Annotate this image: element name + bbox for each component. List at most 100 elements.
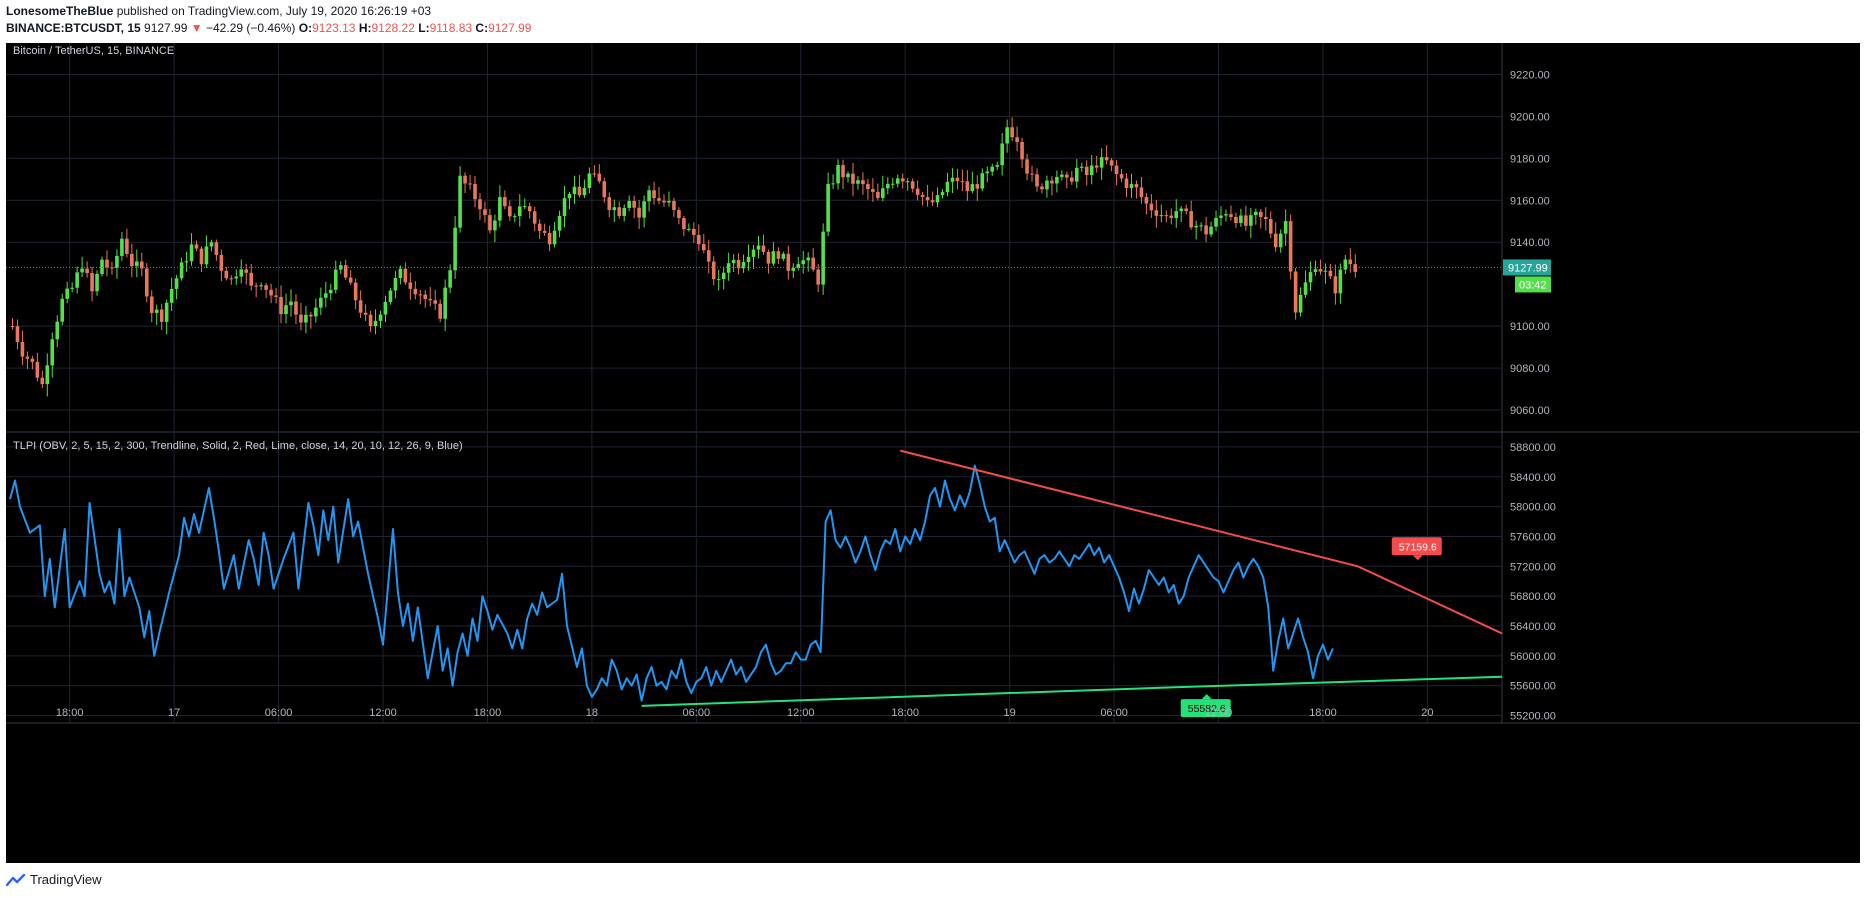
candle-body bbox=[577, 186, 582, 196]
support-trendline bbox=[641, 675, 1503, 707]
candle-body bbox=[1338, 269, 1343, 294]
candle-body bbox=[135, 261, 139, 267]
candle-body bbox=[189, 244, 194, 262]
candle-body bbox=[1045, 180, 1049, 190]
candle-body bbox=[1328, 270, 1333, 277]
candle-body bbox=[771, 251, 776, 264]
candle-body bbox=[567, 193, 572, 199]
chart-container[interactable]: 57159.6 55582.6 18:00 17 06:00 12:00 18:00 18 0… bbox=[6, 43, 1860, 863]
candle-body bbox=[1149, 203, 1154, 211]
candle-body bbox=[423, 294, 428, 299]
candle-body bbox=[1229, 214, 1233, 217]
price-tick-label: 9220.00 bbox=[1510, 69, 1550, 81]
candle-body bbox=[572, 186, 577, 194]
candle-body bbox=[890, 183, 895, 185]
open-label: O: bbox=[298, 21, 313, 35]
candle-body bbox=[428, 298, 433, 301]
candle-body bbox=[403, 268, 408, 283]
candle-body bbox=[493, 220, 497, 231]
candle-body bbox=[269, 289, 273, 296]
candle-body bbox=[234, 276, 239, 279]
footer-brand[interactable]: TradingView bbox=[6, 872, 102, 887]
candle-body bbox=[1089, 165, 1094, 176]
candle-body bbox=[766, 251, 771, 264]
candle-body bbox=[597, 173, 602, 182]
candle-body bbox=[314, 307, 318, 317]
time-tick-label: 17 bbox=[168, 707, 180, 719]
support-value-label: 55582.6 bbox=[1188, 703, 1226, 715]
candle-body bbox=[532, 211, 537, 224]
obv-indicator[interactable] bbox=[9, 464, 1334, 702]
candle-body bbox=[343, 265, 348, 278]
countdown-label: 03:42 bbox=[1519, 279, 1547, 291]
candle-body bbox=[199, 248, 204, 265]
close-label: C: bbox=[475, 21, 489, 35]
indicator-tick-label: 55600.00 bbox=[1510, 681, 1556, 693]
candle-body bbox=[433, 300, 438, 304]
candle-body bbox=[378, 314, 383, 321]
candle-body bbox=[677, 210, 681, 219]
candle-body bbox=[841, 165, 845, 178]
candle-body bbox=[1288, 221, 1293, 272]
candle-body bbox=[1000, 143, 1004, 166]
candle-body bbox=[194, 244, 199, 249]
candle-body bbox=[587, 173, 592, 189]
candle-body bbox=[851, 173, 855, 184]
time-tick-label: 18 bbox=[586, 707, 598, 719]
candle-body bbox=[945, 181, 950, 193]
price-change: −42.29 (−0.46%) bbox=[206, 21, 296, 35]
high-value: 9128.22 bbox=[371, 21, 415, 35]
candle-body bbox=[1020, 141, 1024, 160]
candle-body bbox=[149, 296, 154, 313]
trendlines[interactable]: 57159.6 55582.6 bbox=[641, 449, 1503, 718]
candle-body bbox=[60, 298, 65, 322]
published-text: published on TradingView.com, July 19, 2… bbox=[116, 4, 432, 18]
candle-body bbox=[105, 259, 109, 268]
time-tick-label: 06:00 bbox=[265, 707, 293, 719]
price-tick-label: 9140.00 bbox=[1510, 237, 1550, 249]
candle-body bbox=[35, 361, 40, 378]
candle-body bbox=[697, 234, 701, 245]
price-candles[interactable] bbox=[10, 117, 1358, 397]
candle-body bbox=[1144, 197, 1149, 204]
author-name[interactable]: LonesomeTheBlue bbox=[6, 4, 114, 18]
candle-body bbox=[701, 244, 706, 251]
candle-body bbox=[687, 228, 691, 230]
candle-body bbox=[667, 200, 671, 203]
candle-body bbox=[204, 246, 209, 265]
time-tick-label: 19 bbox=[1004, 707, 1016, 719]
candle-body bbox=[348, 277, 353, 283]
candle-body bbox=[1050, 180, 1054, 184]
time-tick-label: 20 bbox=[1421, 707, 1433, 719]
candle-body bbox=[130, 253, 134, 267]
candle-body bbox=[1333, 276, 1338, 294]
candle-body bbox=[1074, 167, 1079, 182]
chart-canvas[interactable]: 57159.6 55582.6 18:00 17 06:00 12:00 18:00 18 0… bbox=[6, 43, 1860, 863]
candle-body bbox=[10, 326, 15, 328]
candle-body bbox=[821, 231, 825, 285]
candle-body bbox=[940, 192, 945, 196]
price-axes[interactable]: 18:00 17 06:00 12:00 18:00 18 06:00 12:00 18:00 1… bbox=[6, 69, 1556, 723]
candle-body bbox=[647, 190, 651, 202]
candle-body bbox=[866, 184, 870, 190]
candle-body bbox=[45, 365, 50, 385]
candle-body bbox=[1199, 225, 1203, 227]
candle-body bbox=[1234, 216, 1238, 224]
candle-body bbox=[910, 181, 915, 189]
candle-body bbox=[1278, 233, 1283, 248]
candle-body bbox=[706, 250, 711, 262]
high-label: H: bbox=[358, 21, 372, 35]
candle-body bbox=[1015, 137, 1019, 142]
candle-body bbox=[1353, 264, 1358, 272]
candle-body bbox=[1214, 217, 1218, 227]
candle-body bbox=[935, 195, 940, 203]
candle-body bbox=[448, 270, 452, 288]
candle-body bbox=[1174, 211, 1179, 219]
candle-body bbox=[95, 273, 99, 292]
candle-body bbox=[294, 301, 298, 315]
candle-body bbox=[637, 207, 641, 218]
resistance-value-label: 57159.6 bbox=[1399, 541, 1437, 553]
candle-body bbox=[726, 263, 731, 273]
candle-body bbox=[90, 273, 94, 292]
candle-body bbox=[70, 287, 74, 289]
